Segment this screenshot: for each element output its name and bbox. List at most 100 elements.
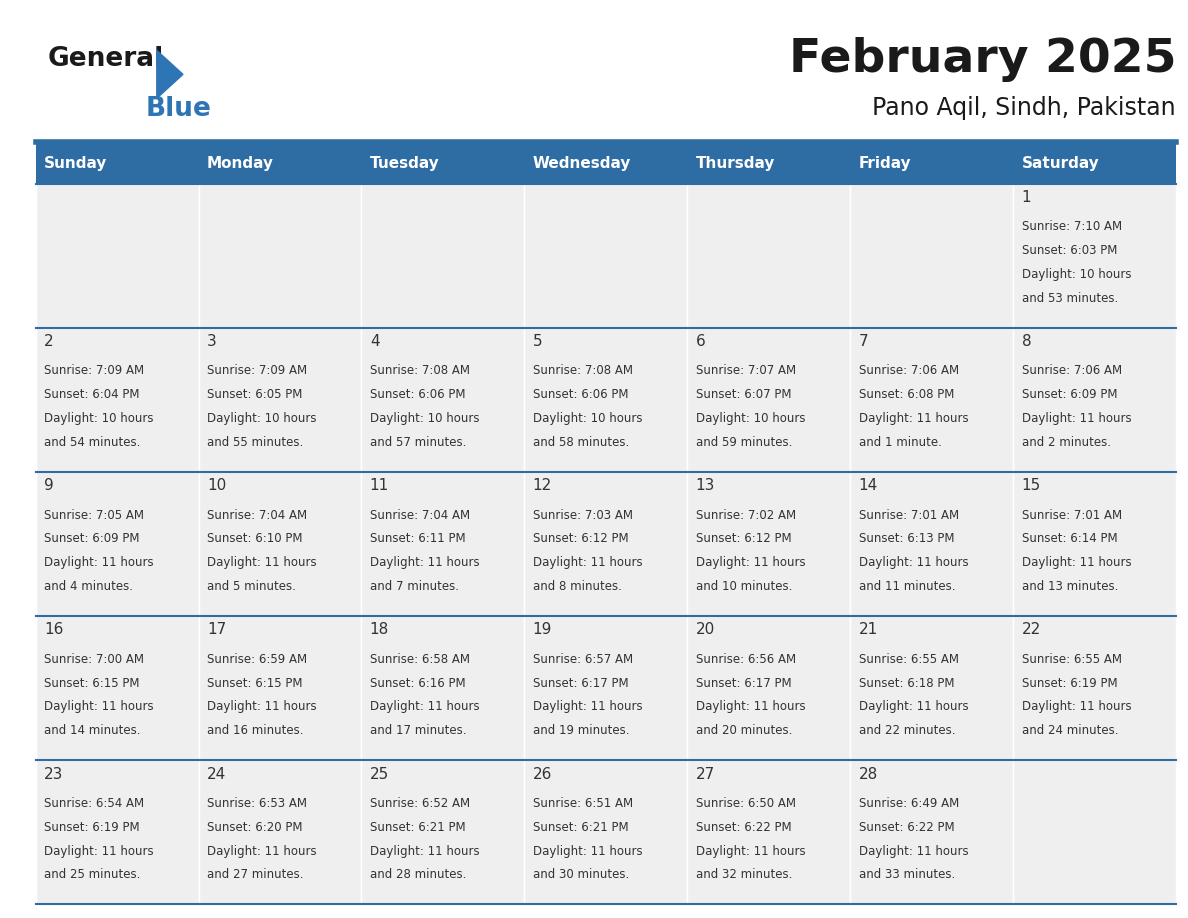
Bar <box>36 760 198 904</box>
Text: 18: 18 <box>369 622 388 637</box>
Text: Sunset: 6:08 PM: Sunset: 6:08 PM <box>859 388 954 401</box>
Bar <box>361 472 524 616</box>
Text: Sunset: 6:19 PM: Sunset: 6:19 PM <box>44 821 139 834</box>
Bar <box>198 760 361 904</box>
Text: Tuesday: Tuesday <box>369 156 440 172</box>
Bar <box>36 184 198 328</box>
Text: Pano Aqil, Sindh, Pakistan: Pano Aqil, Sindh, Pakistan <box>872 96 1176 120</box>
Text: Thursday: Thursday <box>696 156 775 172</box>
Bar <box>198 184 361 328</box>
Bar <box>688 328 851 472</box>
Text: 9: 9 <box>44 478 53 493</box>
Text: Sunrise: 7:09 AM: Sunrise: 7:09 AM <box>44 364 144 377</box>
Text: 14: 14 <box>859 478 878 493</box>
Text: Sunrise: 7:00 AM: Sunrise: 7:00 AM <box>44 653 144 666</box>
Text: and 4 minutes.: and 4 minutes. <box>44 580 133 593</box>
Text: February 2025: February 2025 <box>789 37 1176 82</box>
Text: Sunset: 6:09 PM: Sunset: 6:09 PM <box>1022 388 1117 401</box>
Text: and 19 minutes.: and 19 minutes. <box>532 724 630 737</box>
Bar <box>36 472 198 616</box>
Text: and 58 minutes.: and 58 minutes. <box>532 436 628 449</box>
Text: Sunrise: 6:56 AM: Sunrise: 6:56 AM <box>696 653 796 666</box>
Text: Daylight: 11 hours: Daylight: 11 hours <box>696 556 805 569</box>
Text: Sunset: 6:22 PM: Sunset: 6:22 PM <box>696 821 791 834</box>
Text: Sunrise: 6:51 AM: Sunrise: 6:51 AM <box>532 797 633 810</box>
Bar <box>1013 472 1176 616</box>
Text: Sunrise: 7:08 AM: Sunrise: 7:08 AM <box>369 364 469 377</box>
Text: and 5 minutes.: and 5 minutes. <box>207 580 296 593</box>
Bar <box>524 472 688 616</box>
Text: Daylight: 10 hours: Daylight: 10 hours <box>1022 268 1131 281</box>
Text: Sunset: 6:18 PM: Sunset: 6:18 PM <box>859 677 954 689</box>
Text: Sunset: 6:19 PM: Sunset: 6:19 PM <box>1022 677 1117 689</box>
Text: and 7 minutes.: and 7 minutes. <box>369 580 459 593</box>
Text: Sunrise: 7:06 AM: Sunrise: 7:06 AM <box>859 364 959 377</box>
Text: 23: 23 <box>44 767 63 781</box>
Text: and 32 minutes.: and 32 minutes. <box>696 868 792 881</box>
Text: 27: 27 <box>696 767 715 781</box>
Text: Sunset: 6:04 PM: Sunset: 6:04 PM <box>44 388 139 401</box>
Bar <box>688 616 851 760</box>
Text: and 8 minutes.: and 8 minutes. <box>532 580 621 593</box>
Text: 16: 16 <box>44 622 63 637</box>
Text: Sunset: 6:06 PM: Sunset: 6:06 PM <box>369 388 466 401</box>
Text: Sunrise: 7:03 AM: Sunrise: 7:03 AM <box>532 509 633 521</box>
Text: and 14 minutes.: and 14 minutes. <box>44 724 140 737</box>
Text: 1: 1 <box>1022 190 1031 205</box>
Text: Daylight: 11 hours: Daylight: 11 hours <box>207 700 316 713</box>
Bar <box>36 328 198 472</box>
Text: Sunrise: 6:49 AM: Sunrise: 6:49 AM <box>859 797 959 810</box>
Text: Daylight: 10 hours: Daylight: 10 hours <box>207 412 316 425</box>
Text: 11: 11 <box>369 478 388 493</box>
Text: Sunrise: 6:53 AM: Sunrise: 6:53 AM <box>207 797 307 810</box>
Text: Sunset: 6:15 PM: Sunset: 6:15 PM <box>44 677 139 689</box>
Text: and 13 minutes.: and 13 minutes. <box>1022 580 1118 593</box>
Text: Daylight: 11 hours: Daylight: 11 hours <box>532 845 643 857</box>
Text: Sunrise: 6:58 AM: Sunrise: 6:58 AM <box>369 653 469 666</box>
Text: Sunrise: 7:04 AM: Sunrise: 7:04 AM <box>207 509 307 521</box>
Text: Daylight: 11 hours: Daylight: 11 hours <box>859 412 968 425</box>
Text: 8: 8 <box>1022 334 1031 349</box>
Text: 24: 24 <box>207 767 226 781</box>
Text: Sunrise: 6:55 AM: Sunrise: 6:55 AM <box>859 653 959 666</box>
Bar <box>36 144 1176 184</box>
Text: Monday: Monday <box>207 156 274 172</box>
Text: Daylight: 11 hours: Daylight: 11 hours <box>44 700 153 713</box>
Text: 13: 13 <box>696 478 715 493</box>
Text: Daylight: 11 hours: Daylight: 11 hours <box>44 845 153 857</box>
Text: and 11 minutes.: and 11 minutes. <box>859 580 955 593</box>
Text: Daylight: 11 hours: Daylight: 11 hours <box>369 556 480 569</box>
Text: Daylight: 11 hours: Daylight: 11 hours <box>859 845 968 857</box>
Text: 10: 10 <box>207 478 226 493</box>
Text: Sunset: 6:03 PM: Sunset: 6:03 PM <box>1022 244 1117 257</box>
Text: Friday: Friday <box>859 156 911 172</box>
Text: Daylight: 11 hours: Daylight: 11 hours <box>44 556 153 569</box>
Text: Daylight: 11 hours: Daylight: 11 hours <box>207 556 316 569</box>
Text: Sunset: 6:13 PM: Sunset: 6:13 PM <box>859 532 954 545</box>
Text: 7: 7 <box>859 334 868 349</box>
Text: and 54 minutes.: and 54 minutes. <box>44 436 140 449</box>
Text: Sunrise: 7:01 AM: Sunrise: 7:01 AM <box>1022 509 1121 521</box>
Bar <box>198 328 361 472</box>
Text: Sunset: 6:11 PM: Sunset: 6:11 PM <box>369 532 466 545</box>
Text: 28: 28 <box>859 767 878 781</box>
Text: and 25 minutes.: and 25 minutes. <box>44 868 140 881</box>
Text: 22: 22 <box>1022 622 1041 637</box>
Bar <box>851 760 1013 904</box>
Bar <box>524 616 688 760</box>
Text: 26: 26 <box>532 767 552 781</box>
Text: Sunset: 6:17 PM: Sunset: 6:17 PM <box>696 677 791 689</box>
Text: and 24 minutes.: and 24 minutes. <box>1022 724 1118 737</box>
Text: 21: 21 <box>859 622 878 637</box>
Text: Sunrise: 7:07 AM: Sunrise: 7:07 AM <box>696 364 796 377</box>
Text: Daylight: 11 hours: Daylight: 11 hours <box>859 700 968 713</box>
Bar <box>1013 184 1176 328</box>
Text: and 59 minutes.: and 59 minutes. <box>696 436 792 449</box>
Text: Sunrise: 7:06 AM: Sunrise: 7:06 AM <box>1022 364 1121 377</box>
Text: Daylight: 10 hours: Daylight: 10 hours <box>369 412 479 425</box>
Text: Sunset: 6:06 PM: Sunset: 6:06 PM <box>532 388 628 401</box>
Text: Sunset: 6:12 PM: Sunset: 6:12 PM <box>532 532 628 545</box>
Text: Sunset: 6:20 PM: Sunset: 6:20 PM <box>207 821 303 834</box>
Text: 4: 4 <box>369 334 379 349</box>
Text: 6: 6 <box>696 334 706 349</box>
